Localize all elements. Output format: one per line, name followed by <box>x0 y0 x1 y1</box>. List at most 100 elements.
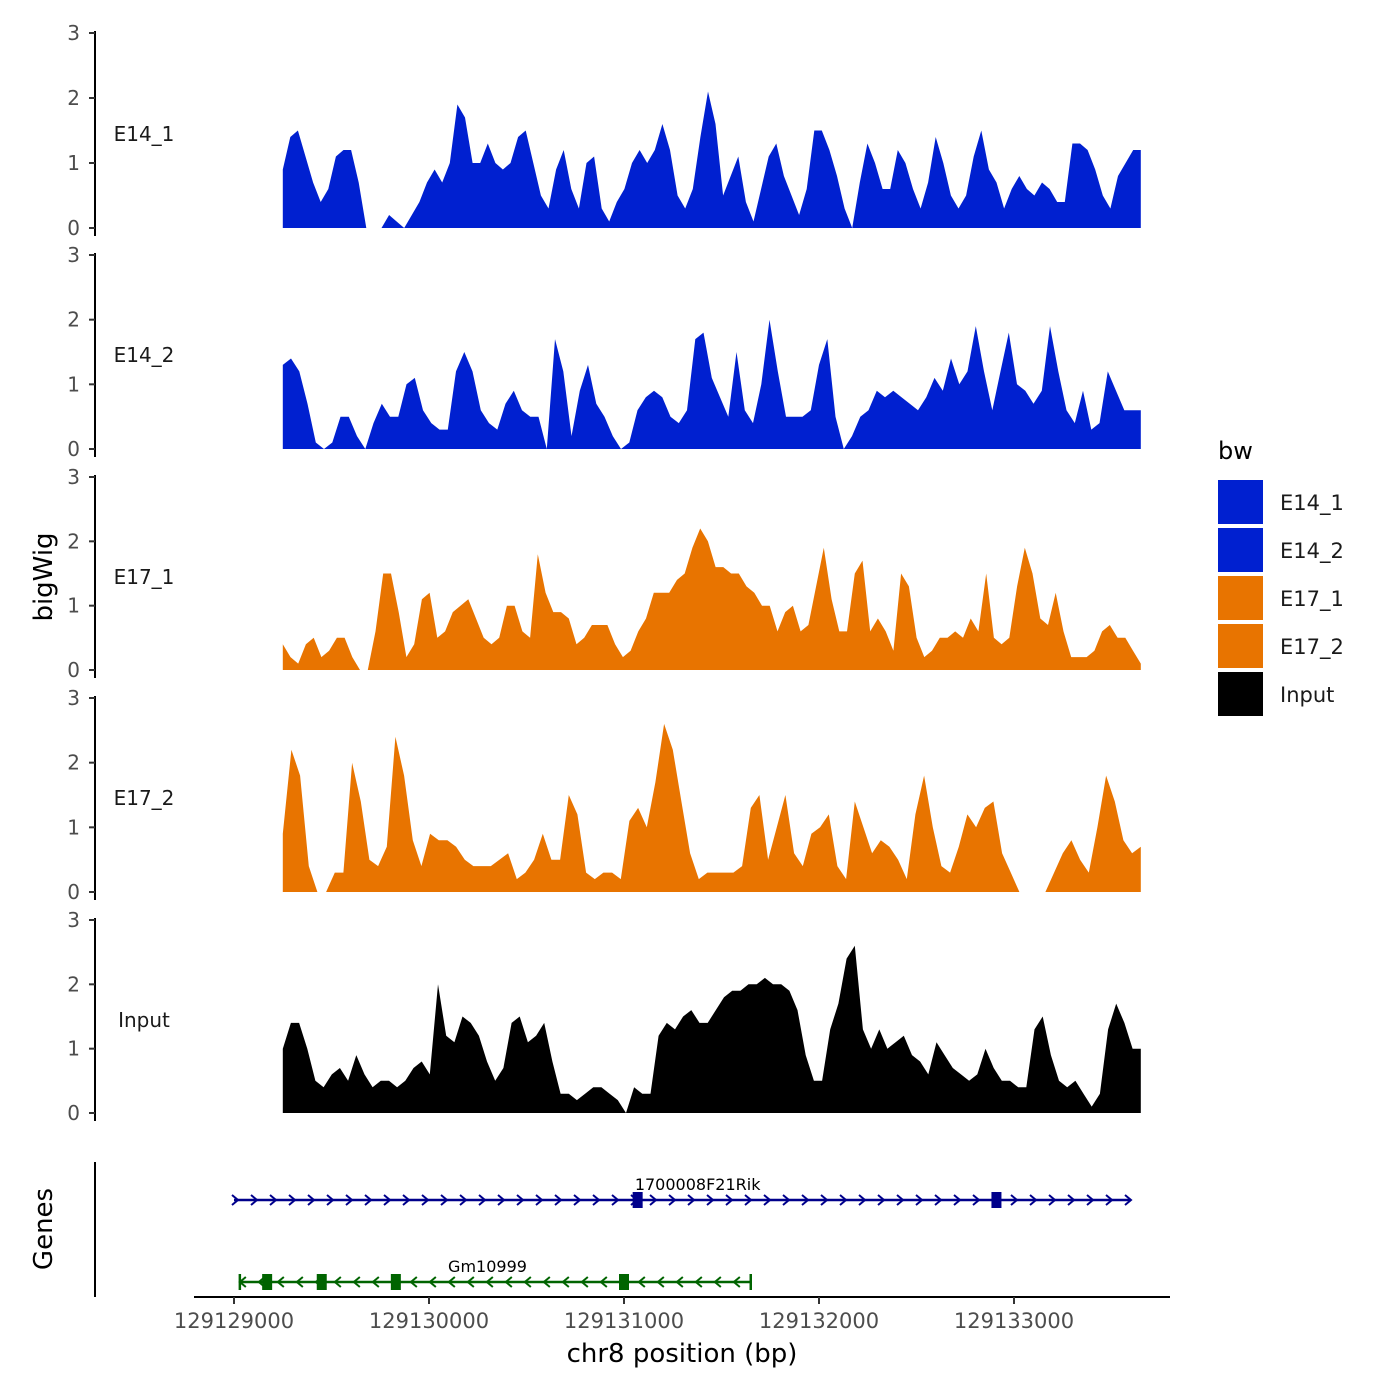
x-tick-label: 129133000 <box>954 1309 1074 1333</box>
strand-chevron <box>231 1194 240 1206</box>
strand-chevron <box>440 1194 449 1206</box>
strand-chevron <box>428 1276 437 1288</box>
strand-chevron <box>288 1194 297 1206</box>
strand-chevron <box>637 1276 646 1288</box>
strand-chevron <box>763 1194 772 1206</box>
y-tick-label: 1 <box>67 151 80 175</box>
strand-chevron <box>421 1194 430 1206</box>
strand-chevron <box>371 1276 380 1288</box>
strand-chevron <box>782 1194 791 1206</box>
strand-chevron <box>250 1194 259 1206</box>
y-tick-label: 3 <box>67 21 80 45</box>
strand-chevron <box>523 1276 532 1288</box>
strand-chevron <box>580 1276 589 1288</box>
strand-chevron <box>516 1194 525 1206</box>
strand-chevron <box>345 1194 354 1206</box>
y-tick-label: 1 <box>67 1037 80 1061</box>
gene-gm10999: Gm10999 <box>238 1257 752 1290</box>
strand-chevron <box>839 1194 848 1206</box>
y-tick-label: 2 <box>67 972 80 996</box>
gene-track: 1700008F21Rik Gm10999 <box>231 1175 1133 1290</box>
strand-chevron <box>295 1276 304 1288</box>
exon-block <box>619 1274 629 1290</box>
x-axis-title: chr8 position (bp) <box>567 1339 798 1369</box>
legend-swatch-e17-2 <box>1218 624 1263 668</box>
exon-block <box>316 1274 327 1290</box>
strand-chevron <box>896 1194 905 1206</box>
genes-panel-title: Genes <box>29 1188 59 1270</box>
bigwig-tracks: 0 1 2 3 E14_1 0 1 2 3 E14_2 0 1 2 3 E17_1 0 1 2 3 E17_2 0 1 2 3… <box>67 21 1141 1125</box>
strand-chevron <box>1029 1194 1038 1206</box>
strand-chevron <box>269 1194 278 1206</box>
x-tick-label: 129130000 <box>369 1309 489 1333</box>
strand-chevron <box>611 1194 620 1206</box>
strand-chevron <box>478 1194 487 1206</box>
legend: E14_1 E14_2 E17_1 E17_2 Input <box>1218 480 1344 716</box>
strand-chevron <box>744 1194 753 1206</box>
exon-block <box>262 1274 273 1290</box>
strand-chevron <box>694 1276 703 1288</box>
strand-chevron <box>713 1276 722 1288</box>
track-label-e17-2: E17_2 <box>114 786 175 810</box>
strand-chevron <box>934 1194 943 1206</box>
strand-chevron <box>725 1194 734 1206</box>
legend-swatch-e17-1 <box>1218 576 1263 620</box>
strand-chevron <box>915 1194 924 1206</box>
y-tick-label: 0 <box>67 437 80 461</box>
track-label-e14-1: E14_1 <box>114 122 175 146</box>
exon-block <box>390 1274 401 1290</box>
coverage-area-e17-2 <box>282 723 1141 892</box>
legend-title: bw <box>1218 437 1253 465</box>
strand-chevron <box>326 1194 335 1206</box>
legend-swatch-input <box>1218 672 1263 716</box>
strand-chevron <box>953 1194 962 1206</box>
strand-chevron <box>1010 1194 1019 1206</box>
y-tick-label: 0 <box>67 880 80 904</box>
track-label-input: Input <box>118 1008 170 1032</box>
legend-label-e14-2: E14_2 <box>1280 539 1344 564</box>
strand-chevron <box>573 1194 582 1206</box>
y-tick-label: 0 <box>67 216 80 240</box>
gene-1700008f21rik: 1700008F21Rik <box>231 1175 1133 1208</box>
strand-chevron <box>409 1276 418 1288</box>
strand-chevron <box>307 1194 316 1206</box>
track-e17-1: 0 1 2 3 E17_1 <box>67 465 1141 682</box>
strand-chevron <box>459 1194 468 1206</box>
strand-chevron <box>858 1194 867 1206</box>
y-tick-label: 1 <box>67 372 80 396</box>
legend-label-e17-2: E17_2 <box>1280 635 1344 660</box>
track-label-e17-1: E17_1 <box>114 565 175 589</box>
strand-chevron <box>668 1194 677 1206</box>
track-e14-1: 0 1 2 3 E14_1 <box>67 21 1141 240</box>
x-tick-label: 129131000 <box>564 1309 684 1333</box>
legend-swatch-e14-1 <box>1218 480 1263 524</box>
strand-chevron <box>402 1194 411 1206</box>
track-input: 0 1 2 3 Input <box>67 908 1141 1125</box>
strand-chevron <box>364 1194 373 1206</box>
strand-chevron <box>447 1276 456 1288</box>
exon-block <box>632 1192 643 1208</box>
strand-chevron <box>542 1276 551 1288</box>
coverage-area-input <box>282 945 1141 1113</box>
gene-name-label: Gm10999 <box>448 1257 527 1276</box>
gene-name-label: 1700008F21Rik <box>635 1175 761 1194</box>
strand-chevron <box>656 1276 665 1288</box>
y-tick-label: 2 <box>67 529 80 553</box>
strand-chevron <box>801 1194 810 1206</box>
coverage-area-e14-2 <box>282 319 1141 449</box>
exon-block <box>991 1192 1002 1208</box>
legend-label-e14-1: E14_1 <box>1280 491 1344 516</box>
strand-chevron <box>1124 1194 1133 1206</box>
strand-chevron <box>535 1194 544 1206</box>
strand-chevron <box>649 1194 658 1206</box>
y-tick-label: 0 <box>67 1101 80 1125</box>
y-tick-label: 1 <box>67 594 80 618</box>
y-tick-label: 1 <box>67 815 80 839</box>
coverage-area-e17-1 <box>282 528 1141 670</box>
track-label-e14-2: E14_2 <box>114 343 175 367</box>
x-tick-label: 129129000 <box>174 1309 294 1333</box>
strand-chevron <box>599 1276 608 1288</box>
track-e14-2: 0 1 2 3 E14_2 <box>67 243 1141 461</box>
strand-chevron <box>820 1194 829 1206</box>
